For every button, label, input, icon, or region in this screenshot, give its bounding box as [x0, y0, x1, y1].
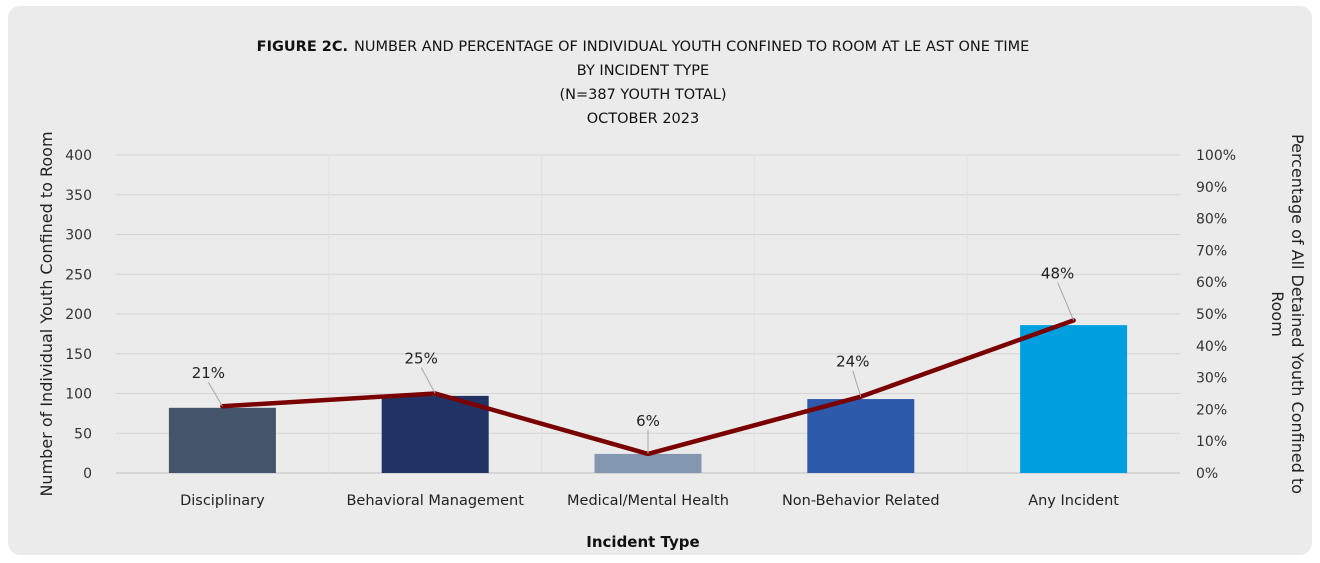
y2-tick-label: 90% — [1196, 180, 1227, 196]
chart-title-line-1: FIGURE 2C. NUMBER AND PERCENTAGE OF INDIV… — [257, 39, 1030, 55]
y-axis-ticks: 0 50 100 150 200 250 300 350 400 — [65, 148, 92, 482]
y-tick-label: 300 — [65, 228, 92, 244]
chart-title-line-2: BY INCIDENT TYPE — [577, 63, 709, 79]
y2-axis-title-line-1: Percentage of All Detained Youth Confine… — [1288, 134, 1307, 494]
y-axis-title: Number of Individual Youth Confined to R… — [37, 131, 56, 496]
x-axis-title: Incident Type — [586, 533, 699, 551]
y-tick-label: 350 — [65, 188, 92, 204]
category-labels: Disciplinary Behavioral Management Medical… — [180, 493, 1119, 509]
y2-tick-label: 50% — [1196, 307, 1227, 323]
y2-tick-label: 100% — [1196, 148, 1236, 164]
y2-axis-title-line-2: Room — [1268, 291, 1287, 337]
y-tick-label: 200 — [65, 307, 92, 323]
y2-tick-label: 10% — [1196, 434, 1227, 450]
data-label-leader — [207, 381, 223, 407]
chart-subtitle-date: OCTOBER 2023 — [587, 111, 700, 127]
data-label-leader — [1057, 282, 1075, 321]
percentage-data-label: 6% — [636, 412, 660, 430]
y-tick-label: 0 — [83, 466, 92, 482]
data-label-leader — [420, 367, 436, 394]
y2-tick-label: 70% — [1196, 243, 1227, 259]
y-tick-label: 250 — [65, 267, 92, 283]
percentage-data-label: 25% — [405, 350, 438, 368]
percentage-data-label: 24% — [836, 353, 869, 371]
y2-tick-label: 30% — [1196, 371, 1227, 387]
bar — [594, 453, 702, 473]
bars — [168, 325, 1128, 473]
chart-subtitle-n: (N=387 YOUTH TOTAL) — [559, 87, 726, 103]
category-label: Any Incident — [1028, 493, 1119, 509]
category-label: Non-Behavior Related — [782, 493, 940, 509]
chart-title-text: NUMBER AND PERCENTAGE OF INDIVIDUAL YOUT… — [354, 39, 1029, 55]
chart-title-figure-label: FIGURE 2C. — [257, 39, 348, 55]
data-label-leader — [852, 370, 862, 397]
y-tick-label: 50 — [74, 426, 92, 442]
y2-tick-label: 40% — [1196, 339, 1227, 355]
category-label: Medical/Mental Health — [567, 493, 729, 509]
y2-axis-ticks: 0% 10% 20% 30% 40% 50% 60% 70% 80% 90% 100% — [1196, 148, 1236, 482]
chart-title: FIGURE 2C. NUMBER AND PERCENTAGE OF INDIV… — [257, 39, 1030, 127]
y-tick-label: 400 — [65, 148, 92, 164]
bar — [807, 399, 915, 473]
y-tick-label: 150 — [65, 347, 92, 363]
y2-tick-label: 80% — [1196, 212, 1227, 228]
percentage-data-label: 48% — [1041, 264, 1074, 282]
y-tick-label: 100 — [65, 387, 92, 403]
bar — [381, 395, 489, 473]
y2-tick-label: 60% — [1196, 275, 1227, 291]
bar — [1020, 325, 1128, 473]
y2-tick-label: 20% — [1196, 402, 1227, 418]
y2-tick-label: 0% — [1196, 466, 1218, 482]
category-label: Behavioral Management — [346, 493, 524, 509]
bar — [168, 407, 276, 473]
percentage-line: 21% 25% 6% 24% 48% — [192, 264, 1076, 457]
category-label: Disciplinary — [180, 493, 265, 509]
percentage-data-label: 21% — [192, 364, 225, 382]
